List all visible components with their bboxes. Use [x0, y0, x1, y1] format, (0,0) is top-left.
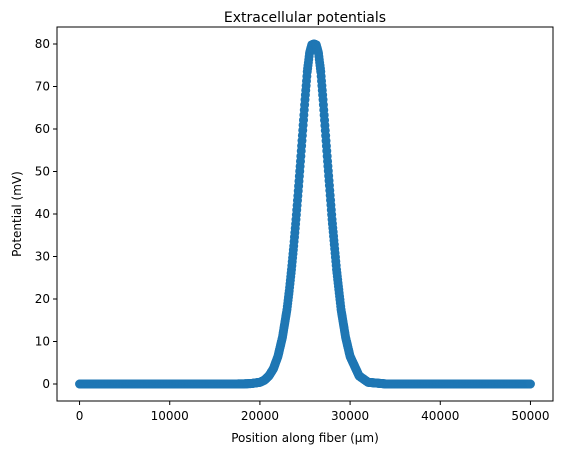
chart-title: Extracellular potentials	[224, 10, 386, 26]
x-tick-label: 20000	[241, 409, 279, 423]
x-tick-label: 0	[76, 409, 84, 423]
y-axis-label: Potential (mV)	[10, 171, 24, 257]
x-axis-label: Position along fiber (µm)	[231, 431, 379, 445]
y-tick-label: 0	[42, 377, 50, 391]
y-tick-label: 10	[35, 335, 50, 349]
y-tick-label: 30	[35, 250, 50, 264]
x-axis-ticks: 0 10000 20000 30000 40000 50000	[76, 401, 550, 423]
y-tick-label: 50	[35, 165, 50, 179]
data-point	[525, 379, 535, 389]
x-tick-label: 10000	[151, 409, 189, 423]
y-tick-label: 40	[35, 207, 50, 221]
y-tick-label: 60	[35, 122, 50, 136]
y-axis-ticks: 0 10 20 30 40 50 60 70 80	[35, 37, 57, 391]
x-tick-label: 40000	[421, 409, 459, 423]
y-tick-label: 80	[35, 37, 50, 51]
data-points	[75, 39, 535, 389]
x-tick-label: 30000	[331, 409, 369, 423]
y-tick-label: 70	[35, 80, 50, 94]
x-tick-label: 50000	[511, 409, 549, 423]
y-tick-label: 20	[35, 292, 50, 306]
